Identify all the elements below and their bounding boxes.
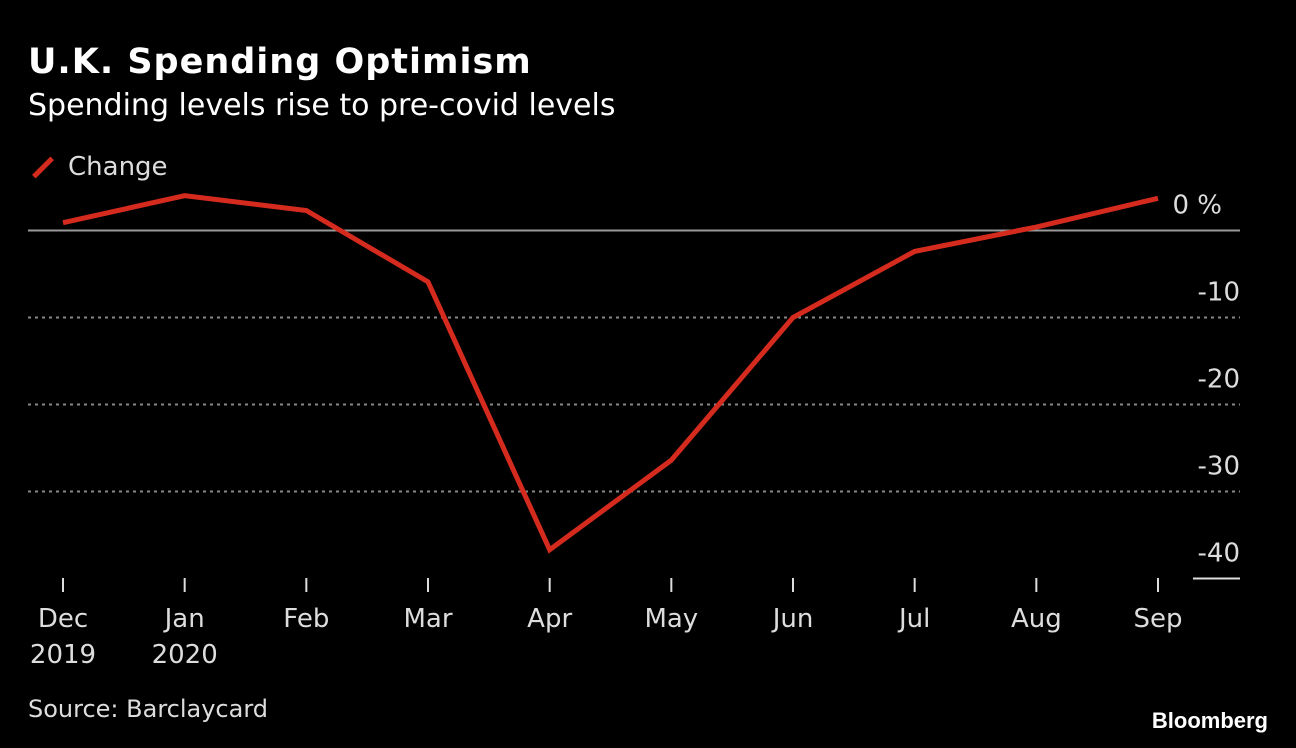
- x-tick-label: 2019: [30, 640, 96, 670]
- x-tick-label: Mar: [403, 604, 452, 634]
- x-tick-label: Apr: [527, 604, 572, 634]
- x-tick-label: Jul: [897, 604, 930, 634]
- x-tick-label: Jan: [163, 604, 205, 634]
- x-tick-label: Feb: [283, 604, 329, 634]
- source-note: Source: Barclaycard: [28, 695, 269, 723]
- x-tick-label: Aug: [1011, 604, 1062, 634]
- x-tick-label: Sep: [1133, 604, 1182, 634]
- y-tick-label: -40: [1198, 539, 1240, 569]
- y-tick-label: 0 %: [1172, 191, 1222, 221]
- chart-subtitle: Spending levels rise to pre-covid levels: [28, 88, 616, 123]
- x-tick-label: 2020: [152, 640, 218, 670]
- y-tick-label: -30: [1198, 452, 1240, 482]
- x-tick-label: Jun: [771, 604, 814, 634]
- legend: Change: [30, 152, 168, 182]
- legend-label: Change: [68, 152, 168, 182]
- chart-title: U.K. Spending Optimism: [28, 42, 532, 82]
- x-tick-label: May: [644, 604, 698, 634]
- x-tick-label: Dec: [38, 604, 88, 634]
- brand-logo: Bloomberg: [1151, 708, 1268, 733]
- y-tick-label: -10: [1198, 278, 1240, 308]
- y-tick-label: -20: [1198, 365, 1240, 395]
- series-line-change: [62, 193, 1159, 554]
